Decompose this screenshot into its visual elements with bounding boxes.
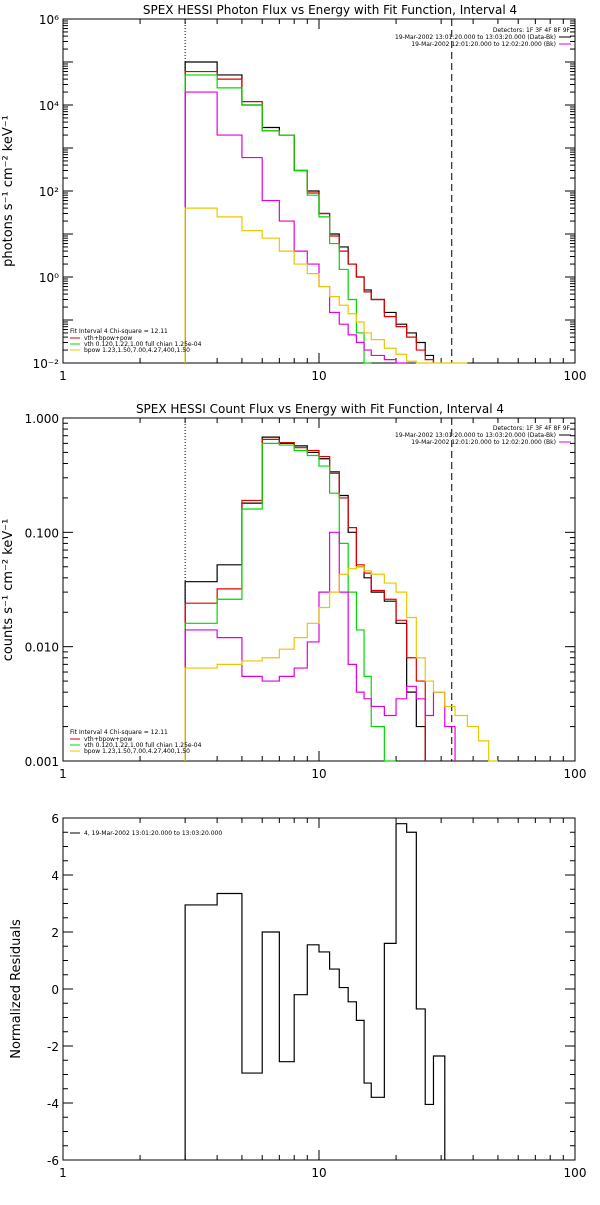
photon-flux-series-group [184, 19, 468, 364]
power-law-label: bpow 1.23,1.50,7.00,4.27,400,1.50 [84, 748, 190, 755]
photon-y-tick-label: 10² [39, 185, 59, 199]
photon-series-bpow [184, 91, 407, 364]
background-interval-label: 19-Mar-2002 12:01:20.000 to 12:02:20.000… [411, 439, 556, 446]
count-y-tick-label: 0.010 [25, 641, 59, 655]
residuals-plot-frame [62, 817, 576, 1161]
residual-y-tick-label: -2 [47, 1040, 59, 1054]
photon-x-tick-label: 10 [311, 369, 326, 383]
photon-flux-panel: SPEX HESSI Photon Flux vs Energy with Fi… [1, 3, 586, 383]
residuals-legend: 4, 19-Mar-2002 13:01:20.000 to 13:03:20.… [70, 830, 222, 837]
photon-y-tick-label: 10⁻² [33, 357, 60, 371]
count-flux-legend-right: Detectors: 1F 3F 4F 8F 9F 19-Mar-2002 13… [395, 425, 571, 446]
residual-x-tick-label: 1 [59, 1166, 67, 1180]
data-interval-label: 19-Mar-2002 13:01:20.000 to 13:03:20.000… [395, 432, 556, 439]
photon-series-pow [184, 207, 468, 364]
detectors-label: Detectors: 1F 3F 4F 8F 9F [493, 27, 571, 34]
photon-y-tick-label: 10⁶ [39, 13, 59, 27]
count-series-vth-bpow-pow [184, 438, 426, 761]
count-flux-legend-left: Fit Interval 4 Chi-square = 12.11 vth+bp… [70, 729, 202, 755]
residuals-axis-ticks: 1 10 100 -6 -4 -2 0 2 4 6 [47, 812, 586, 1180]
residuals-panel: Normalized Residuals 1 10 100 -6 -4 -2 0 2 4 6 4,… [9, 812, 586, 1180]
photon-y-tick-label: 10⁴ [39, 99, 59, 113]
residual-y-tick-label: 6 [51, 812, 59, 826]
count-flux-title: SPEX HESSI Count Flux vs Energy with Fit… [136, 402, 504, 416]
photon-x-tick-label: 1 [59, 369, 67, 383]
power-law-label: bpow 1.23,1.50,7.00,4.27,400,1.50 [84, 347, 190, 354]
count-series-pow [184, 566, 498, 762]
photon-x-tick-label: 100 [564, 369, 587, 383]
count-x-tick-label: 100 [564, 767, 587, 781]
residual-y-tick-label: -6 [47, 1154, 59, 1168]
residual-y-tick-label: -4 [47, 1097, 59, 1111]
photon-flux-title: SPEX HESSI Photon Flux vs Energy with Fi… [143, 3, 517, 17]
residuals-y-axis-label: Normalized Residuals [9, 919, 24, 1059]
count-flux-axis-ticks: 1 10 100 0.001 0.010 0.100 1.000 [25, 412, 587, 781]
residual-series-4 [184, 823, 446, 1160]
count-series-vth [184, 442, 397, 762]
residual-x-tick-label: 100 [564, 1166, 587, 1180]
photon-series-vth [184, 74, 372, 364]
count-y-tick-label: 0.001 [25, 755, 59, 769]
photon-flux-legend-right: Detectors: 1F 3F 4F 8F 9F 19-Mar-2002 13… [395, 27, 571, 48]
thermal-fit-label: vth 0.120,1.22,1.00 full chian 1.25e-04 [84, 341, 202, 348]
fit-header-label: Fit Interval 4 Chi-square = 12.11 [70, 729, 168, 736]
residual-y-tick-label: 2 [51, 926, 59, 940]
photon-flux-axis-ticks: 1 10 100 10⁻² 10⁰ 10² 10⁴ 10⁶ [33, 13, 587, 383]
photon-y-tick-label: 10⁰ [39, 271, 59, 285]
count-y-tick-label: 1.000 [25, 412, 59, 426]
residuals-series-group [184, 823, 446, 1160]
count-flux-series-group [184, 418, 498, 762]
count-flux-plot-frame [62, 417, 576, 762]
detectors-label: Detectors: 1F 3F 4F 8F 9F [493, 425, 571, 432]
count-x-tick-label: 1 [59, 767, 67, 781]
total-fit-label: vth+bpow+pow [84, 335, 132, 342]
fit-header-label: Fit Interval 4 Chi-square = 12.11 [70, 328, 168, 335]
count-y-tick-label: 0.100 [25, 526, 59, 540]
count-x-tick-label: 10 [311, 767, 326, 781]
residual-x-tick-label: 10 [311, 1166, 326, 1180]
count-flux-y-axis-label: counts s⁻¹ cm⁻² keV⁻¹ [1, 519, 16, 662]
photon-flux-y-axis-label: photons s⁻¹ cm⁻² keV⁻¹ [1, 115, 16, 267]
photon-flux-legend-left: Fit Interval 4 Chi-square = 12.11 vth+bp… [70, 328, 202, 354]
count-flux-panel: SPEX HESSI Count Flux vs Energy with Fit… [1, 402, 586, 781]
residual-y-tick-label: 0 [51, 983, 59, 997]
residual-y-tick-label: 4 [51, 869, 59, 883]
data-interval-label: 19-Mar-2002 13:01:20.000 to 13:03:20.000… [395, 34, 556, 41]
residuals-legend-label: 4, 19-Mar-2002 13:01:20.000 to 13:03:20.… [84, 830, 222, 837]
background-interval-label: 19-Mar-2002 12:01:20.000 to 12:02:20.000… [411, 41, 556, 48]
total-fit-label: vth+bpow+pow [84, 736, 132, 743]
count-series-bpow [184, 531, 456, 761]
thermal-fit-label: vth 0.120,1.22,1.00 full chian 1.25e-04 [84, 742, 202, 749]
